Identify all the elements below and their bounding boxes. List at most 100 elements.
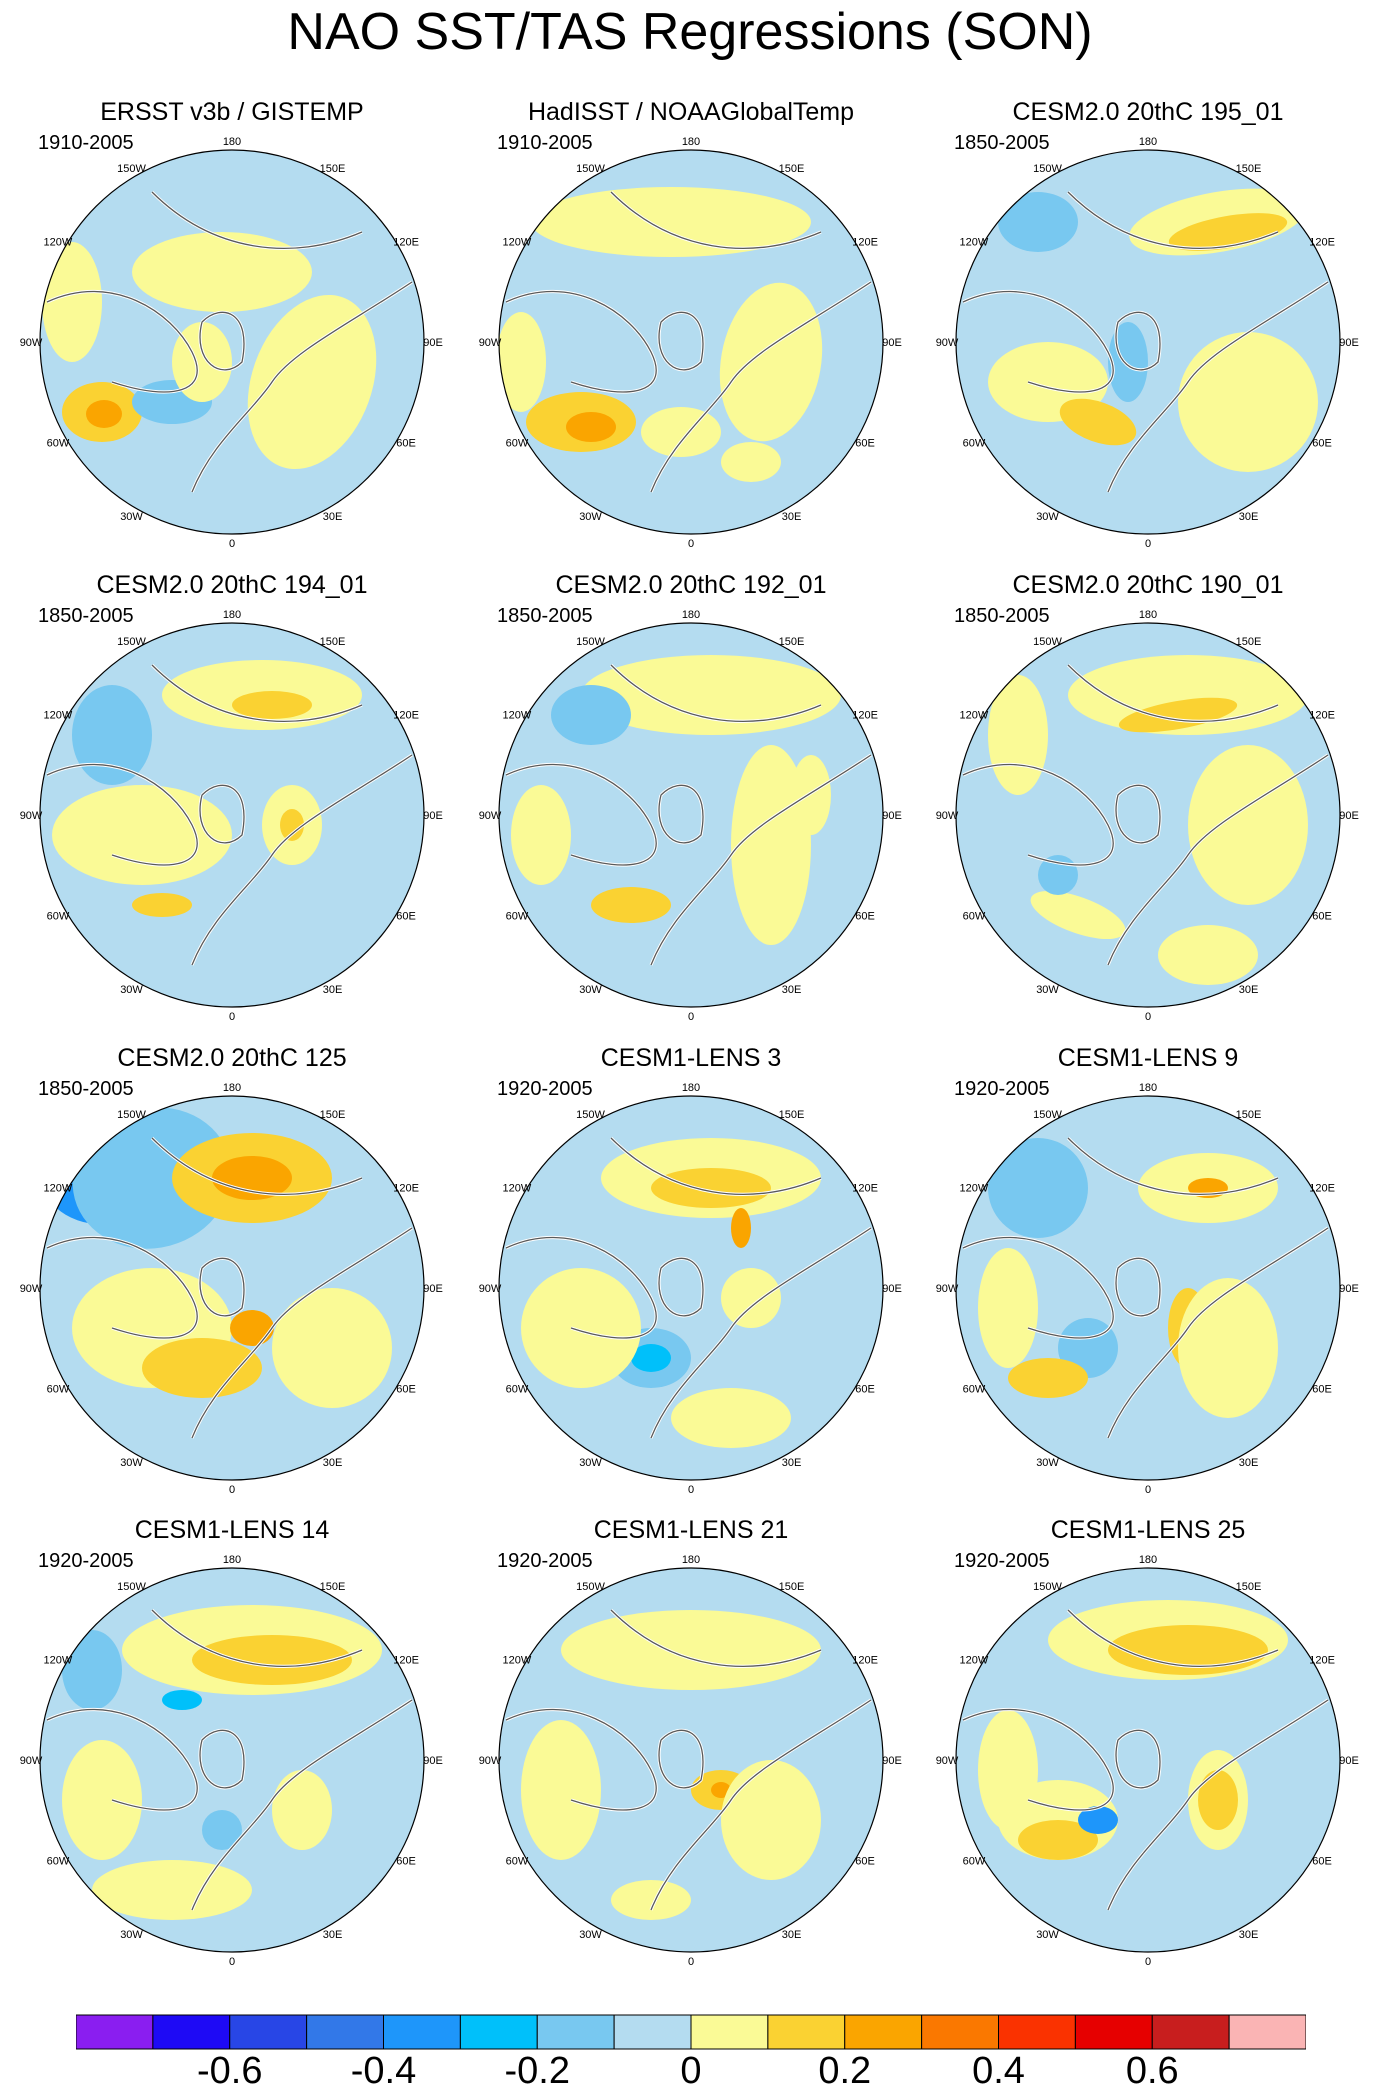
longitude-label: 120W [44,710,73,722]
colorbar-tick-label: -0.2 [504,2050,570,2092]
anomaly-region [247,294,377,470]
coastline [46,1609,413,1911]
longitude-label: 120E [1309,1655,1335,1667]
panel-period: 1920-2005 [954,1550,1050,1572]
longitude-label: 60E [855,911,875,923]
colorbar-swatch [767,2014,846,2050]
colorbar-swatch [229,2014,308,2050]
panel-title: CESM2.0 20thC 195_01 [1012,98,1284,126]
anomaly-region [521,1720,601,1860]
longitude-label: 180 [1139,136,1157,148]
anomaly-region [72,1107,232,1249]
anomaly-region [62,1630,122,1710]
anomaly-region [212,1156,292,1200]
map-panel: 180 150E 120E 90E 60E 30E 0 30W 60W 90W 120W 150W CE… [2,1038,462,1508]
longitude-label: 60W [963,438,986,450]
panel-period: 1850-2005 [38,605,134,627]
longitude-label: 30W [120,1929,143,1941]
longitude-label: 30E [1239,511,1259,523]
longitude-label: 150W [1033,1581,1062,1593]
panel-title: CESM1-LENS 21 [593,1516,789,1544]
longitude-label: 120W [503,1655,532,1667]
anomaly-region [499,312,546,412]
longitude-label: 90W [479,337,502,349]
longitude-label: 150E [779,1109,805,1121]
coastline [505,664,872,966]
panel-period: 1920-2005 [497,1550,593,1572]
longitude-label: 180 [682,1554,700,1566]
panel-period: 1920-2005 [38,1550,134,1572]
longitude-label: 120W [44,1655,73,1667]
anomaly-region [272,1770,332,1850]
longitude-label: 90E [423,810,443,822]
longitude-label: 120E [393,237,419,249]
longitude-label: 150W [576,1581,605,1593]
panel-title: CESM1-LENS 25 [1050,1516,1246,1544]
panel-title: CESM2.0 20thC 192_01 [555,571,827,599]
colorbar [76,2014,1306,2050]
coastline [505,1137,872,1439]
coastline [46,1137,413,1439]
colorbar-swatch [844,2014,923,2050]
anomaly-region [86,400,122,428]
longitude-label: 90E [882,1755,902,1767]
anomaly-region [1118,697,1238,733]
coastline [46,664,413,966]
anomaly-region [978,1710,1038,1830]
longitude-label: 30W [120,984,143,996]
longitude-label: 60E [855,1856,875,1868]
longitude-label: 0 [229,1956,235,1968]
map-panel: 180 150E 120E 90E 60E 30E 0 30W 60W 90W 120W 150W CE… [2,565,462,1035]
panel-title: CESM2.0 20thC 194_01 [96,571,368,599]
longitude-label: 60W [963,1856,986,1868]
colorbar-swatch [998,2014,1076,2050]
panel-period: 1850-2005 [38,1078,134,1100]
longitude-label: 60E [1312,438,1332,450]
longitude-label: 30W [1036,984,1059,996]
longitude-label: 90W [479,1283,502,1295]
colorbar-tick-label: -0.6 [197,2050,263,2092]
longitude-label: 0 [1145,1956,1151,1968]
anomaly-region [731,1208,751,1248]
longitude-label: 30E [323,1457,343,1469]
panel-title: CESM2.0 20thC 190_01 [1012,571,1284,599]
longitude-label: 120E [852,710,878,722]
longitude-label: 0 [229,1484,235,1496]
anomaly-region [52,785,232,885]
anomaly-region [998,192,1078,252]
anomaly-region [566,412,616,442]
panel-title: CESM2.0 20thC 125 [117,1044,347,1072]
longitude-label: 30W [1036,511,1059,523]
longitude-label: 90W [20,1283,43,1295]
anomaly-region [1018,1820,1098,1860]
anomaly-region [1178,1278,1278,1418]
longitude-label: 60E [396,911,416,923]
longitude-label: 60E [855,438,875,450]
coastline [505,191,872,493]
longitude-label: 90W [20,337,43,349]
map-boundary [39,149,425,535]
map-panel: 180 150E 120E 90E 60E 30E 0 30W 60W 90W 120W 150W Ha… [461,92,921,562]
longitude-label: 30W [579,1929,602,1941]
longitude-label: 60W [963,1384,986,1396]
coastline [962,1609,1329,1911]
anomaly-region [721,442,781,482]
longitude-label: 90W [479,810,502,822]
longitude-label: 180 [682,136,700,148]
panel-title: CESM1-LENS 3 [600,1044,782,1072]
longitude-label: 150E [779,636,805,648]
map-boundary [39,1567,425,1953]
colorbar-swatch [536,2014,615,2050]
longitude-label: 120W [960,237,989,249]
anomaly-region [272,1288,392,1408]
map-boundary [39,622,425,1008]
panel-period: 1850-2005 [497,605,593,627]
longitude-label: 30W [579,984,602,996]
longitude-label: 180 [1139,1082,1157,1094]
anomaly-region [1158,925,1258,985]
panel-title: HadISST / NOAAGlobalTemp [527,98,855,126]
anomaly-region [591,887,671,923]
anomaly-region [611,1880,691,1920]
longitude-label: 90E [1339,337,1359,349]
longitude-label: 30E [323,984,343,996]
